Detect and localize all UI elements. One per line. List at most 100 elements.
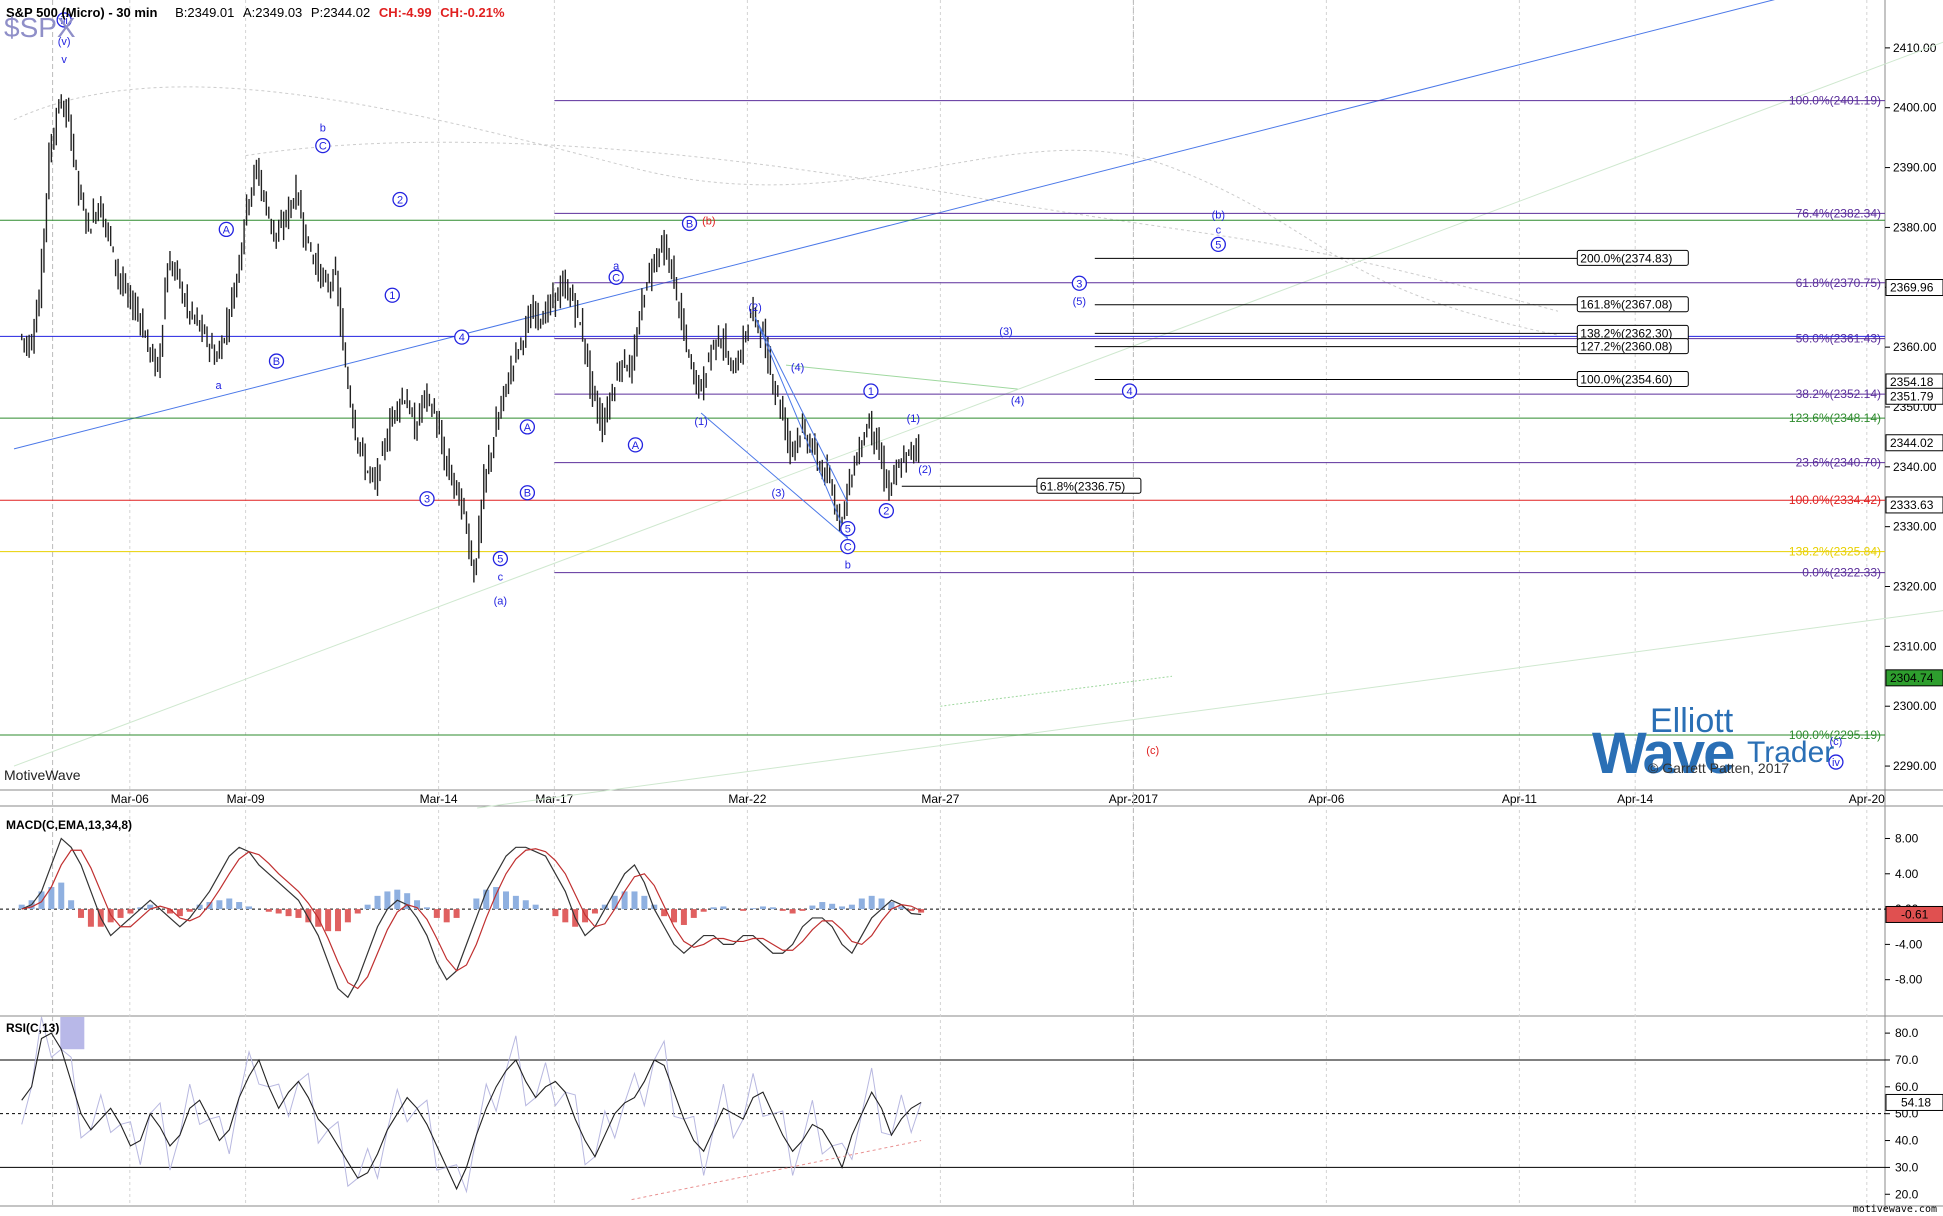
y-tick-label: 2390.00: [1893, 161, 1937, 175]
fib-level-label: 100.0%(2295.19): [1789, 728, 1881, 742]
extension-label: 161.8%(2367.08): [1580, 298, 1672, 312]
extension-label: 100.0%(2354.60): [1580, 372, 1672, 386]
macd-y-tick-label: 8.00: [1895, 831, 1919, 845]
macd-histogram-bar: [532, 904, 539, 910]
wave-label: b: [320, 123, 326, 135]
wave-label: b: [845, 560, 851, 572]
macd-histogram-bar: [186, 909, 193, 912]
wave-label-circle: [681, 215, 698, 232]
wave-label: 5: [497, 554, 503, 566]
macd-histogram-bar: [552, 909, 559, 917]
wave-label-circle: [878, 503, 895, 519]
macd-histogram-bar: [908, 909, 915, 911]
extension-label: 127.2%(2360.08): [1580, 340, 1672, 354]
macd-histogram-bar: [404, 893, 411, 910]
macd-histogram-bar: [236, 902, 243, 910]
macd-histogram-bar: [750, 908, 757, 910]
rsi-y-tick-label: 60.0: [1895, 1080, 1919, 1094]
macd-histogram-bar: [117, 909, 124, 918]
chart-title: S&P 500 (Micro) - 30 min: [6, 5, 158, 20]
bid-value: B:2349.01: [175, 5, 235, 20]
fib-level-label: 61.8%(2370.75): [1796, 276, 1881, 290]
macd-histogram-bar: [196, 904, 203, 910]
fib-level-label: 0.0%(2322.33): [1802, 566, 1881, 580]
macd-histogram-bar: [443, 909, 450, 923]
price-tag-box: [1885, 387, 1943, 405]
trend-line: [940, 675, 1173, 707]
x-tick-label: Mar-09: [227, 792, 265, 806]
wave-label: (b): [1212, 209, 1225, 221]
trend-channel-line: [13, 0, 1776, 450]
wave-label-circle: [1828, 754, 1844, 770]
wave-channel-line: [700, 316, 849, 540]
wave-label: (3): [772, 488, 785, 500]
wave-label: B: [686, 218, 693, 230]
wave-label: 3: [424, 494, 430, 506]
logo-line3: Trader: [1747, 736, 1835, 769]
wave-label: A: [223, 224, 231, 236]
macd-histogram-bar: [285, 909, 292, 917]
macd-histogram-bar: [522, 900, 529, 910]
wave-label-circle: [454, 329, 470, 345]
macd-value-label: -0.61: [1901, 907, 1929, 921]
macd-histogram-bar: [829, 903, 836, 910]
macd-histogram-bar: [700, 909, 707, 912]
extension-label-box: [1576, 370, 1689, 387]
wave-label: (1): [694, 416, 707, 428]
wave-label: (2): [918, 464, 931, 476]
macd-histogram-bar: [453, 909, 460, 918]
macd-histogram-bar: [374, 895, 381, 910]
wave-label-circle: [1071, 275, 1088, 291]
wave-label: C: [612, 272, 620, 284]
macd-histogram-bar: [562, 909, 569, 923]
macd-histogram-bar: [176, 909, 183, 917]
macd-histogram-bar: [246, 906, 253, 910]
y-tick-label: 2320.00: [1893, 580, 1937, 594]
macd-histogram-bar: [48, 887, 55, 910]
macd-histogram-bar: [809, 905, 816, 910]
macd-histogram-bar: [216, 900, 223, 910]
change-pct-value: CH:-0.21%: [440, 5, 505, 20]
macd-histogram-bar: [661, 909, 668, 917]
x-tick-label: Apr-20: [1849, 792, 1885, 806]
price-tag-label: 2333.63: [1890, 498, 1934, 512]
y-tick-label: 2360.00: [1893, 340, 1937, 354]
wave-label-circle: [1121, 383, 1138, 399]
macd-y-tick-label: -8.00: [1895, 973, 1923, 987]
macd-histogram-bar: [611, 895, 618, 910]
macd-histogram-bar: [137, 907, 144, 910]
macd-histogram-bar: [621, 891, 628, 910]
macd-histogram-bar: [819, 902, 826, 910]
x-tick-label: Mar-27: [921, 792, 959, 806]
rsi-y-tick-label: 80.0: [1895, 1026, 1919, 1040]
y-tick-label: 2300.00: [1893, 699, 1937, 713]
rsi-y-tick-label: 20.0: [1895, 1187, 1919, 1201]
wave-label: B: [273, 356, 280, 368]
wave-label-circle: [392, 191, 408, 208]
fib-level-label: 138.2%(2325.84): [1789, 545, 1881, 559]
macd-histogram-bar: [769, 907, 776, 910]
macd-y-tick-label: 4.00: [1895, 867, 1919, 881]
macd-histogram-bar: [740, 909, 747, 911]
x-tick-label: Mar-14: [420, 792, 458, 806]
wave-label-circle: [419, 491, 435, 507]
macd-histogram-bar: [423, 907, 430, 910]
wave-label: 2: [397, 194, 403, 206]
macd-histogram-bar: [433, 909, 440, 918]
price-pane-bg: [0, 0, 1943, 790]
macd-histogram-bar: [384, 891, 391, 910]
change-value: CH:-4.99: [378, 5, 432, 20]
x-tick-label: Mar-17: [535, 792, 573, 806]
macd-value-tag: [1885, 905, 1943, 923]
macd-histogram-bar: [680, 909, 687, 925]
price-tag-label: 2369.96: [1890, 281, 1934, 295]
macd-histogram-bar: [503, 891, 510, 910]
wave-label-circle: [492, 550, 509, 567]
macd-histogram-bar: [58, 882, 65, 910]
macd-histogram-bar: [325, 909, 332, 932]
macd-histogram-bar: [671, 909, 678, 923]
macd-histogram-bar: [601, 904, 608, 910]
y-tick-label: 2310.00: [1893, 639, 1937, 653]
logo-line2: Wave: [1592, 721, 1735, 786]
logo-line1: Elliott: [1650, 702, 1734, 740]
